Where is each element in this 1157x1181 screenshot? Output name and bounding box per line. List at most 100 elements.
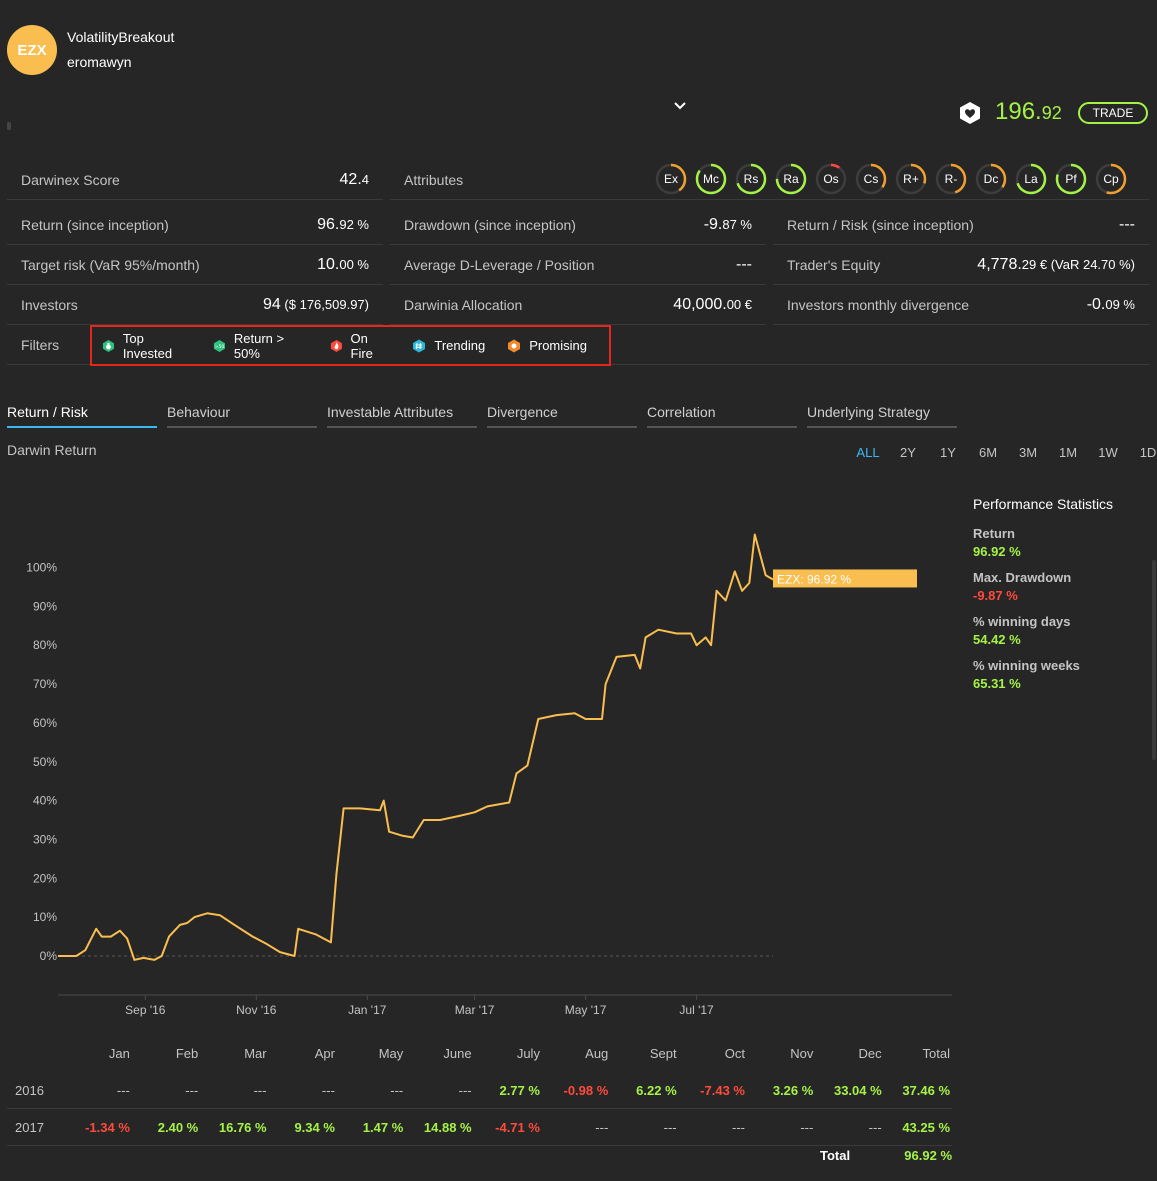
return-risk-cell: Return / Risk (since inception) --- <box>773 205 1149 245</box>
darwin-header: EZX VolatilityBreakout eromawyn 196.92 T… <box>0 0 1157 150</box>
y-tick-label: 20% <box>33 871 57 885</box>
range-1w[interactable]: 1W <box>1098 445 1118 460</box>
attribute-cp[interactable]: Cp <box>1095 163 1127 195</box>
range-1d[interactable]: 1D <box>1139 445 1157 460</box>
attribute-label: Mc <box>703 172 719 186</box>
divergence-value: -0.09 % <box>1086 295 1135 313</box>
y-tick-label: 60% <box>33 716 57 730</box>
attribute-rminus[interactable]: R- <box>935 163 967 195</box>
range-1m[interactable]: 1M <box>1058 445 1078 460</box>
x-tick-label: Jan '17 <box>348 1003 387 1017</box>
attribute-label: Ex <box>663 172 678 186</box>
filter-label: Top Invested <box>122 330 173 361</box>
scrollbar[interactable] <box>1152 560 1156 760</box>
performance-title: Performance Statistics <box>973 496 1114 512</box>
x-tick-label: Sep '16 <box>125 1003 166 1017</box>
month-value: --- <box>253 1082 267 1098</box>
darwin-return-chart: 0% 10% 20% 30% 40% 50% 60% 70% 80% 90% 100% Sep '16… <box>26 533 952 1017</box>
month-value: 6.22 % <box>636 1082 677 1098</box>
divergence-cell: Investors monthly divergence -0.09 % <box>773 285 1149 325</box>
attribute-pf[interactable]: Pf <box>1055 163 1087 195</box>
attribute-label: Pf <box>1065 172 1077 186</box>
range-selector: ALL 2Y 1Y 6M 3M 1M 1W 1D <box>848 445 1157 460</box>
x-tick-label: May '17 <box>565 1003 607 1017</box>
allocation-cell: Darwinia Allocation 40,000.00 € <box>390 285 766 325</box>
month-value: --- <box>185 1082 199 1098</box>
attribute-label: Cp <box>1103 172 1119 186</box>
perf-item: % winning weeks 65.31 % <box>973 658 1153 691</box>
return-value: 96.92 % <box>317 215 369 233</box>
month-header: June <box>443 1046 472 1061</box>
perf-label: % winning weeks <box>973 658 1080 673</box>
perf-label: % winning days <box>973 614 1071 629</box>
attribute-label: La <box>1024 172 1038 186</box>
month-value: -7.43 % <box>700 1082 745 1098</box>
filter-label: Return > 50% <box>233 330 285 361</box>
range-6m[interactable]: 6M <box>978 445 998 460</box>
filter-trending[interactable]: Trending <box>412 338 485 353</box>
perf-value: 65.31 % <box>973 676 1021 691</box>
return-risk-value: --- <box>1119 215 1135 233</box>
table-row: 2017 -1.34 % 2.40 % 16.76 % 9.34 % 1.47 % 14.8… <box>7 1109 952 1146</box>
darwin-name[interactable]: VolatilityBreakout <box>67 29 175 45</box>
investors-cell: Investors 94 ($ 176,509.97) <box>7 285 383 325</box>
month-header: Nov <box>790 1046 814 1061</box>
attribute-rplus[interactable]: R+ <box>895 163 927 195</box>
attribute-rs[interactable]: Rs <box>735 163 767 195</box>
month-header: July <box>516 1046 540 1061</box>
row-total: 43.25 % <box>902 1119 951 1135</box>
x-tick-label: Mar '17 <box>455 1003 495 1017</box>
filter-return-50-[interactable]: >50 Return > 50% <box>213 331 308 361</box>
tab-behaviour[interactable]: Behaviour <box>167 404 317 428</box>
performance-statistics: Performance Statistics Return 96.92 % Max.… <box>973 496 1153 702</box>
y-tick-label: 80% <box>33 638 57 652</box>
heart-hexagon-icon[interactable] <box>958 101 982 125</box>
filter-on-fire[interactable]: On Fire <box>330 331 391 361</box>
trader-name[interactable]: eromawyn <box>67 54 132 70</box>
month-value: -1.34 % <box>85 1119 130 1135</box>
attribute-ra[interactable]: Ra <box>775 163 807 195</box>
month-value: 1.47 % <box>362 1119 404 1135</box>
month-value: --- <box>458 1082 472 1098</box>
grand-total-value: 96.92 % <box>904 1148 952 1163</box>
tab-underlying-strategy[interactable]: Underlying Strategy <box>807 404 957 428</box>
attribute-la[interactable]: La <box>1015 163 1047 195</box>
range-1y[interactable]: 1Y <box>940 445 956 460</box>
perf-item: Max. Drawdown -9.87 % <box>973 570 1153 603</box>
tab-return-risk[interactable]: Return / Risk <box>7 404 157 428</box>
attribute-cs[interactable]: Cs <box>855 163 887 195</box>
range-2y[interactable]: 2Y <box>900 445 916 460</box>
month-value: --- <box>731 1119 745 1135</box>
range-all[interactable]: ALL <box>856 445 880 460</box>
attribute-label: Ra <box>783 172 799 186</box>
tab-divergence[interactable]: Divergence <box>487 404 637 428</box>
target-risk-label: Target risk (VaR 95%/month) <box>21 256 200 273</box>
return-series-line[interactable] <box>58 533 774 961</box>
dleverage-label: Average D-Leverage / Position <box>404 256 595 273</box>
filters-label: Filters <box>21 336 60 353</box>
attribute-os[interactable]: Os <box>815 163 847 195</box>
attribute-dc[interactable]: Dc <box>975 163 1007 195</box>
tab-investable-attributes[interactable]: Investable Attributes <box>327 404 477 428</box>
filter-top-invested[interactable]: Top Invested <box>102 331 191 361</box>
attributes-label: Attributes <box>404 171 464 188</box>
attribute-mc[interactable]: Mc <box>695 163 727 195</box>
x-tick-label: Jul '17 <box>679 1003 714 1017</box>
divergence-label: Investors monthly divergence <box>787 296 970 313</box>
return-risk-label: Return / Risk (since inception) <box>787 216 974 233</box>
promising-icon <box>508 339 521 352</box>
trade-button[interactable]: TRADE <box>1078 102 1148 124</box>
range-3m[interactable]: 3M <box>1018 445 1038 460</box>
perf-label: Return <box>973 526 1015 541</box>
y-tick-label: 50% <box>33 755 57 769</box>
table-row: 2016 --- --- --- --- --- --- 2.77 % -0.98 % 6.22 … <box>7 1072 952 1109</box>
attribute-ex[interactable]: Ex <box>655 163 687 195</box>
equity-value: 4,778.29 € (VaR 24.70 %) <box>977 255 1135 273</box>
y-tick-label: 40% <box>33 794 57 808</box>
chevron-down-icon[interactable] <box>672 98 688 114</box>
y-tick-label: 0% <box>40 949 58 963</box>
tab-correlation[interactable]: Correlation <box>647 404 797 428</box>
attribute-label: Rs <box>743 172 759 186</box>
hashtag-icon <box>413 339 426 352</box>
filter-promising[interactable]: Promising <box>507 338 587 353</box>
